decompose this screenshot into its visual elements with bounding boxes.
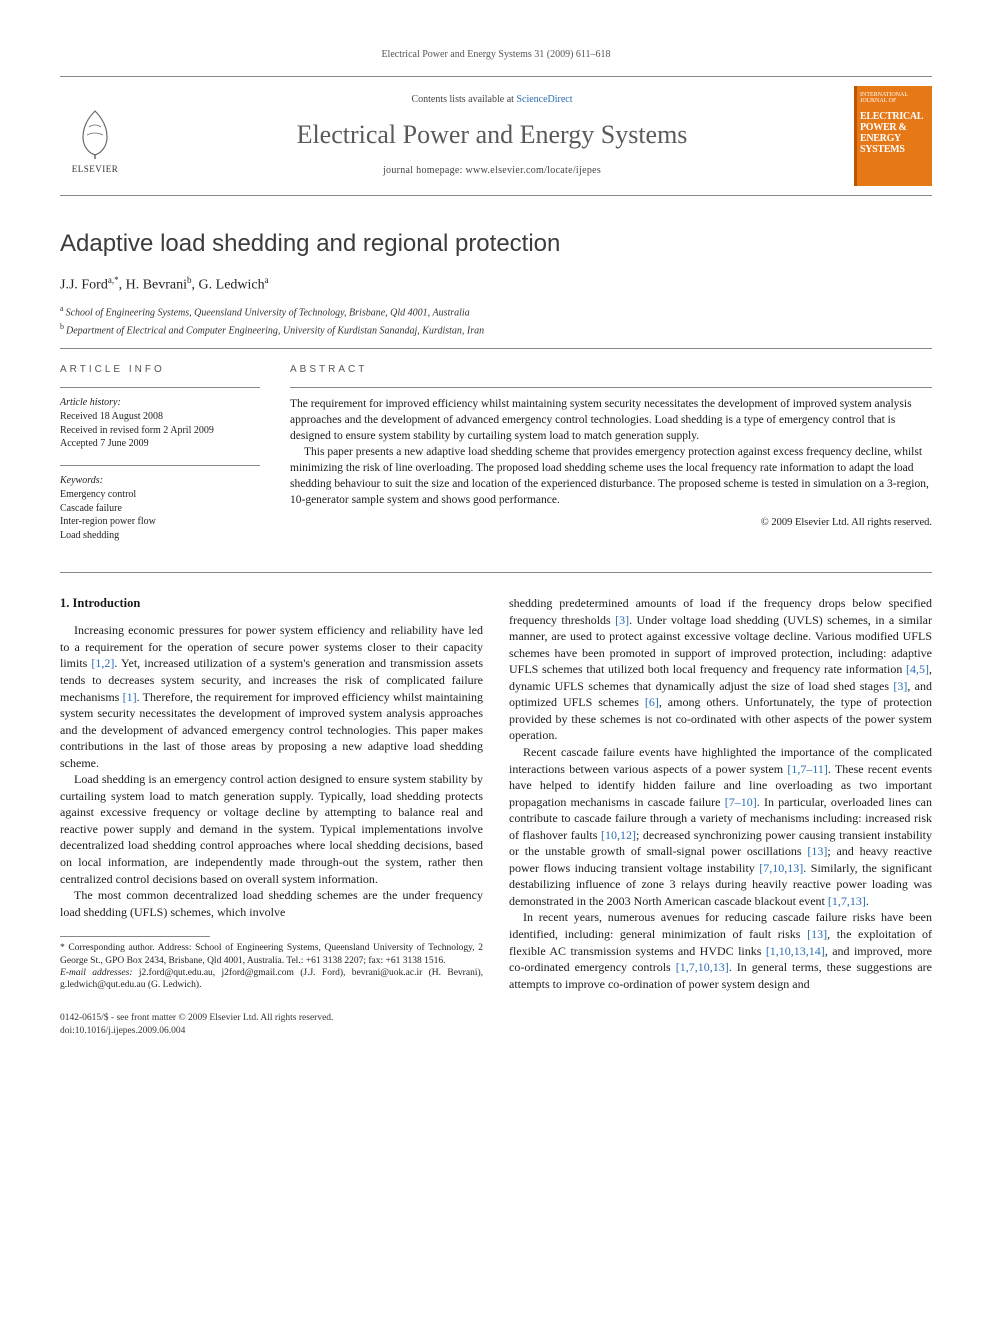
- author-list: J.J. Forda,*, H. Bevranib, G. Ledwicha: [60, 274, 932, 296]
- citation-link[interactable]: [4,5]: [906, 662, 929, 676]
- history-item: Received in revised form 2 April 2009: [60, 424, 260, 438]
- section-heading-introduction: 1. Introduction: [60, 595, 483, 612]
- footnotes: * Corresponding author. Address: School …: [60, 942, 483, 991]
- citation-link[interactable]: [1,7,10,13]: [676, 960, 729, 974]
- cover-title: ELECTRICAL POWER & ENERGY SYSTEMS: [860, 111, 926, 155]
- publisher-logo: ELSEVIER: [60, 96, 130, 176]
- corresponding-author-note: * Corresponding author. Address: School …: [60, 942, 483, 967]
- body-paragraph: shedding predetermined amounts of load i…: [509, 595, 932, 744]
- journal-title: Electrical Power and Energy Systems: [146, 117, 838, 152]
- citation-link[interactable]: [1]: [123, 690, 137, 704]
- abstract-copyright: © 2009 Elsevier Ltd. All rights reserved…: [290, 516, 932, 531]
- body-paragraph: In recent years, numerous avenues for re…: [509, 909, 932, 992]
- doi-line: doi:10.1016/j.ijepes.2009.06.004: [60, 1025, 932, 1037]
- citation-link[interactable]: [6]: [645, 695, 659, 709]
- citation-link[interactable]: [7–10]: [725, 795, 757, 809]
- keywords-label: Keywords:: [60, 474, 260, 488]
- cover-smalltext: INTERNATIONAL JOURNAL OF: [860, 92, 926, 105]
- abstract-text: The requirement for improved efficiency …: [290, 387, 932, 531]
- article-meta-block: ARTICLE INFO Article history: Received 1…: [60, 348, 932, 573]
- footnote-separator: [60, 936, 210, 937]
- article-body: 1. Introduction Increasing economic pres…: [60, 595, 932, 992]
- contents-list-line: Contents lists available at ScienceDirec…: [146, 93, 838, 107]
- running-header: Electrical Power and Energy Systems 31 (…: [60, 48, 932, 62]
- citation-link[interactable]: [13]: [807, 927, 827, 941]
- page-footer: 0142-0615/$ - see front matter © 2009 El…: [60, 1012, 932, 1037]
- keyword: Emergency control: [60, 488, 260, 502]
- elsevier-tree-icon: [67, 105, 123, 161]
- abstract-heading: ABSTRACT: [290, 363, 932, 377]
- citation-link[interactable]: [7,10,13]: [759, 861, 803, 875]
- citation-link[interactable]: [10,12]: [601, 828, 636, 842]
- citation-link[interactable]: [1,10,13,14]: [766, 944, 825, 958]
- article-history-label: Article history:: [60, 396, 260, 410]
- citation-link[interactable]: [13]: [807, 844, 827, 858]
- keyword: Inter-region power flow: [60, 515, 260, 529]
- body-paragraph: Load shedding is an emergency control ac…: [60, 771, 483, 887]
- email-addresses: E-mail addresses: j2.ford@qut.edu.au, j2…: [60, 967, 483, 992]
- affiliations: aSchool of Engineering Systems, Queensla…: [60, 303, 932, 338]
- history-item: Accepted 7 June 2009: [60, 437, 260, 451]
- journal-cover-thumb: INTERNATIONAL JOURNAL OF ELECTRICAL POWE…: [854, 86, 932, 186]
- citation-link[interactable]: [1,7–11]: [787, 762, 828, 776]
- front-matter-line: 0142-0615/$ - see front matter © 2009 El…: [60, 1012, 932, 1024]
- keyword: Load shedding: [60, 529, 260, 543]
- citation-link[interactable]: [1,2]: [91, 656, 114, 670]
- body-paragraph: Recent cascade failure events have highl…: [509, 744, 932, 909]
- body-paragraph: The most common decentralized load shedd…: [60, 887, 483, 920]
- citation-link[interactable]: [3]: [615, 613, 629, 627]
- citation-link[interactable]: [3]: [893, 679, 907, 693]
- journal-homepage: journal homepage: www.elsevier.com/locat…: [146, 164, 838, 178]
- history-item: Received 18 August 2008: [60, 410, 260, 424]
- publisher-name: ELSEVIER: [72, 163, 119, 175]
- article-title: Adaptive load shedding and regional prot…: [60, 228, 932, 260]
- body-paragraph: Increasing economic pressures for power …: [60, 622, 483, 771]
- sciencedirect-link[interactable]: ScienceDirect: [516, 94, 572, 105]
- journal-masthead: ELSEVIER Contents lists available at Sci…: [60, 76, 932, 196]
- article-info-heading: ARTICLE INFO: [60, 363, 260, 377]
- keyword: Cascade failure: [60, 502, 260, 516]
- citation-link[interactable]: [1,7,13]: [828, 894, 866, 908]
